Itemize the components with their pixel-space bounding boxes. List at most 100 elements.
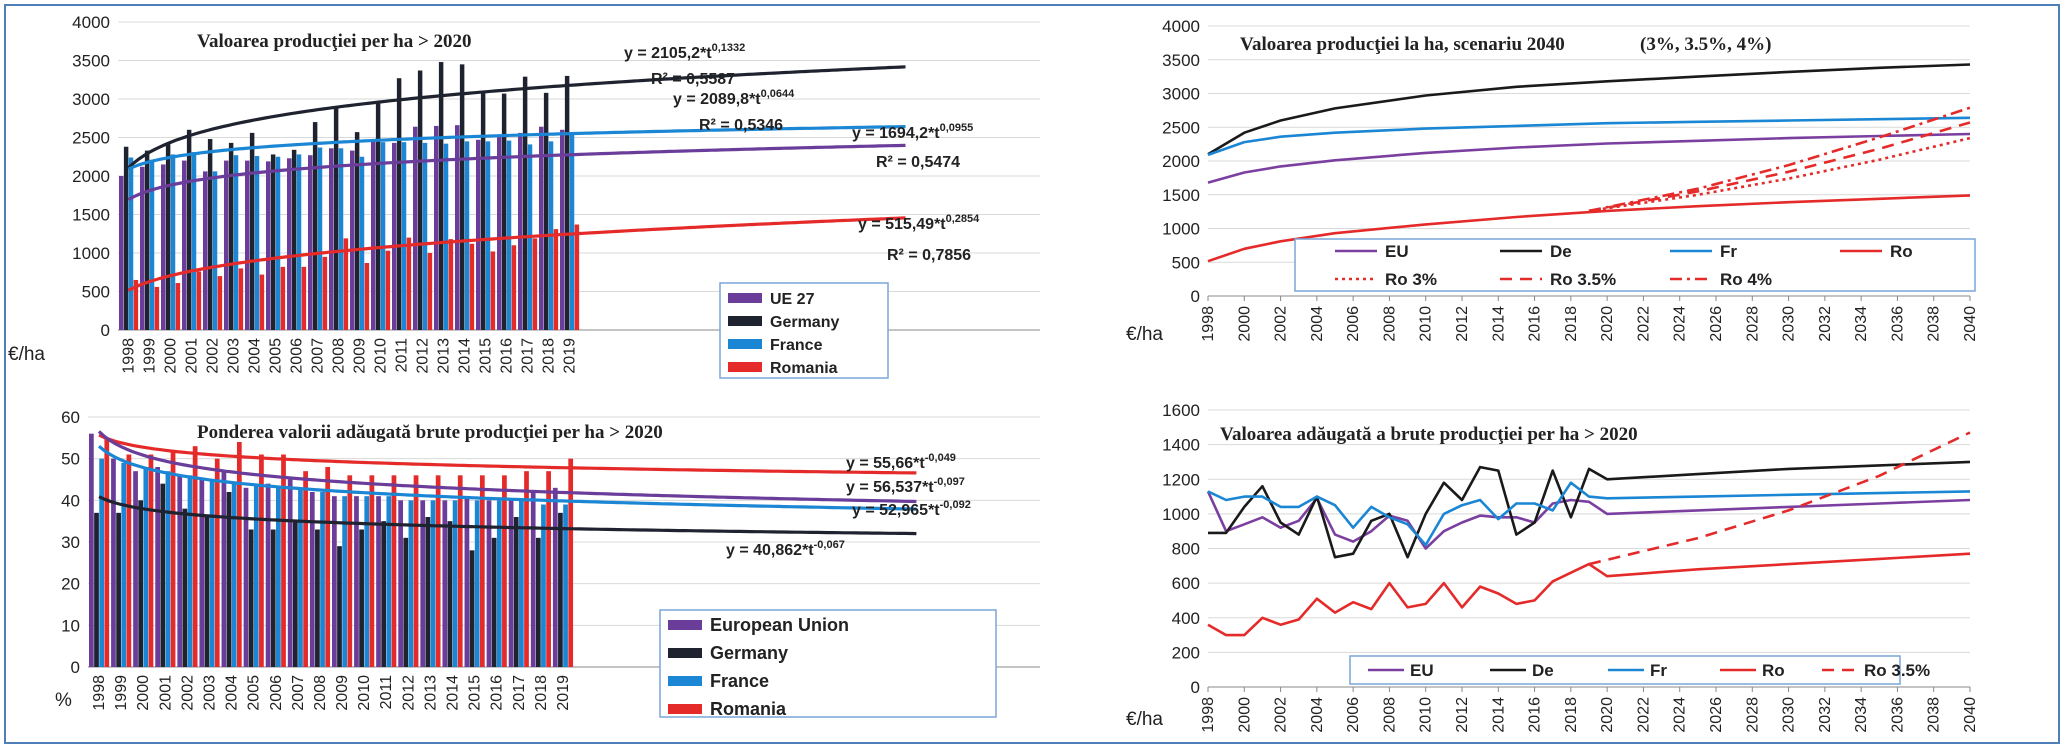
x-tick-label: 2005: [246, 675, 263, 711]
bar-european-union: [420, 500, 426, 667]
y-tick-label: 1000: [1162, 220, 1200, 239]
bar-ue-27: [497, 134, 502, 330]
bar-ue-27: [182, 160, 187, 330]
chart-production-scenario-line: Valoarea producţiei la ha, scenariu 2040…: [1126, 17, 1979, 345]
trendline-r2: R² = 0,5587: [651, 71, 735, 88]
bar-france: [121, 462, 127, 667]
bar-germany: [249, 132, 255, 330]
bar-ue-27: [434, 125, 439, 330]
legend-swatch: [668, 620, 702, 630]
equation-base: y = 515,49*t: [858, 216, 946, 233]
bar-france: [191, 152, 197, 330]
trendline-equation: y = 515,49*t0,2854: [858, 213, 980, 233]
bar-romania: [322, 256, 328, 330]
y-tick-label: 1500: [1162, 186, 1200, 205]
bar-france: [430, 500, 436, 667]
bar-france: [569, 133, 575, 330]
equation-exponent: 0,2854: [946, 213, 981, 225]
bar-european-union: [155, 467, 161, 667]
bar-romania: [217, 276, 223, 330]
chart-title-group: Valoarea producţiei la ha, scenariu 2040…: [1240, 34, 1771, 55]
trendline-equation: y = 1694,2*t0,0955: [852, 122, 973, 142]
bar-ue-27: [476, 139, 481, 330]
x-tick-label: 1998: [1200, 306, 1217, 342]
bar-european-union: [265, 483, 271, 667]
x-tick-label: 2003: [226, 338, 243, 374]
x-tick-label: 2040: [1962, 697, 1979, 733]
x-tick-label: 2006: [268, 675, 285, 711]
x-tick-label: 2008: [1381, 306, 1398, 342]
x-tick-label: 2020: [1599, 306, 1616, 342]
bar-france: [165, 471, 171, 667]
legend-label: EU: [1410, 661, 1434, 680]
y-tick-label: 500: [1172, 253, 1200, 272]
x-tick-label: 2004: [224, 675, 241, 711]
bar-germany: [160, 483, 166, 667]
bar-germany: [94, 512, 99, 667]
legend-swatch: [668, 648, 702, 658]
y-tick-label: 10: [61, 616, 80, 635]
y-tick-label: 200: [1172, 643, 1200, 662]
bar-france: [317, 147, 323, 330]
bar-france: [170, 154, 176, 330]
legend-label: De: [1532, 661, 1554, 680]
x-tick-label: 2001: [157, 675, 174, 711]
x-tick-label: 2026: [1708, 697, 1725, 733]
bar-germany: [396, 78, 402, 331]
bar-germany: [564, 75, 570, 331]
bar-romania: [303, 471, 308, 667]
equation-base: y = 55,66*t: [846, 455, 925, 472]
x-tick-label: 2017: [520, 338, 537, 374]
trendline-germany: [98, 495, 917, 536]
bar-romania: [369, 475, 375, 667]
x-tick-label: 1998: [91, 675, 108, 711]
x-tick-label: 2020: [1599, 697, 1616, 733]
x-tick-label: 2026: [1708, 306, 1725, 342]
bar-ue-27: [455, 125, 460, 331]
trendline-european-union: [97, 430, 917, 504]
trendline-equation: y = 40,862*t-0,067: [726, 539, 845, 559]
legend-label: Ro 3%: [1385, 270, 1437, 289]
x-tick-label: 2011: [394, 338, 411, 373]
bar-romania: [175, 283, 181, 330]
bar-france: [298, 487, 303, 667]
y-tick-label: 40: [61, 491, 80, 510]
x-tick-label: 2024: [1672, 697, 1689, 733]
legend-swatch: [728, 316, 762, 326]
bar-germany: [375, 102, 381, 330]
x-tick-label: 2010: [1418, 306, 1435, 342]
x-tick-label: 2018: [1563, 697, 1580, 733]
series-line-de: [1208, 460, 1971, 559]
y-tick-label: 50: [61, 450, 80, 469]
equation-base: y = 52,965*t: [852, 502, 940, 519]
bar-ue-27: [539, 126, 544, 330]
x-tick-label: 2000: [163, 338, 180, 374]
legend-label: Ro 3.5%: [1550, 270, 1616, 289]
legend-label: Romania: [770, 360, 838, 377]
bar-germany: [182, 508, 188, 667]
bar-germany: [469, 550, 475, 667]
y-axis-unit: €/ha: [1126, 709, 1163, 730]
bar-romania: [490, 251, 496, 330]
x-tick-label: 2038: [1926, 697, 1943, 733]
trendline-equation: y = 56,537*t-0,097: [846, 476, 965, 496]
equation-base: y = 2105,2*t: [624, 45, 712, 62]
legend: EU De Fr Ro Ro 3.5%: [1349, 655, 1930, 685]
bar-european-union: [177, 475, 183, 667]
bar-germany: [186, 129, 192, 330]
trendline-romania: [127, 216, 906, 292]
bar-germany: [312, 122, 318, 330]
bar-romania: [435, 475, 441, 667]
legend-label: Germany: [770, 314, 839, 331]
bar-germany: [138, 500, 144, 667]
y-tick-label: 1000: [1162, 505, 1200, 524]
chart-title: Valoarea producţiei la ha, scenariu 2040: [1240, 34, 1565, 55]
x-tick-label: 2019: [555, 675, 572, 711]
bar-france: [422, 142, 428, 330]
bar-ue-27: [266, 161, 271, 330]
y-axis-unit: %: [55, 690, 72, 711]
y-tick-label: 3500: [72, 52, 110, 71]
bar-germany: [417, 70, 423, 330]
bar-germany: [292, 521, 298, 667]
x-tick-label: 2002: [1273, 306, 1290, 342]
